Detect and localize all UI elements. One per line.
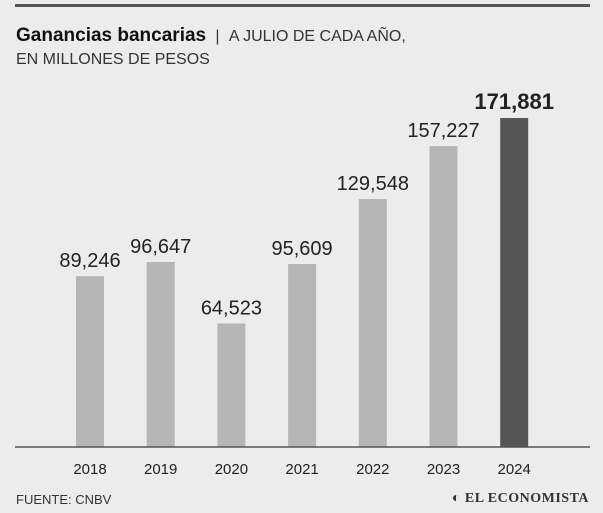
x-tick-label-2019: 2019 bbox=[144, 461, 177, 478]
bar-2021 bbox=[288, 263, 317, 447]
title-separator: | bbox=[215, 28, 220, 45]
x-tick-label-2018: 2018 bbox=[73, 461, 106, 478]
publisher-logo: ◐ EL ECONOMISTA bbox=[451, 491, 589, 506]
x-tick-label-2023: 2023 bbox=[427, 461, 460, 478]
x-tick-label-2020: 2020 bbox=[215, 461, 248, 478]
subtitle-line2: EN MILLONES DE PESOS bbox=[16, 51, 210, 68]
data-label-2024: 171,881 bbox=[474, 89, 554, 114]
chart-title: Ganancias bancarias | A JULIO DE CADA AÑ… bbox=[16, 25, 406, 47]
data-label-2023: 157,227 bbox=[407, 120, 479, 142]
data-label-2022: 129,548 bbox=[337, 173, 409, 195]
bar-2023 bbox=[429, 146, 458, 447]
bar-2020 bbox=[217, 323, 246, 447]
x-tick-label-2022: 2022 bbox=[356, 461, 389, 478]
x-tick-label-2024: 2024 bbox=[498, 461, 531, 478]
bar-2024 bbox=[500, 118, 529, 447]
bar-2022 bbox=[358, 199, 387, 447]
top-rule bbox=[15, 4, 590, 7]
source-note: FUENTE: CNBV bbox=[16, 492, 112, 507]
bar-2018 bbox=[76, 276, 104, 447]
data-label-2020: 64,523 bbox=[201, 297, 262, 319]
data-label-2019: 96,647 bbox=[130, 236, 191, 258]
data-label-2018: 89,246 bbox=[59, 250, 120, 272]
title-main: Ganancias bancarias bbox=[16, 25, 207, 46]
x-tick-label-2021: 2021 bbox=[285, 461, 318, 478]
data-label-2021: 95,609 bbox=[272, 238, 333, 260]
subtitle-line1: A JULIO DE CADA AÑO, bbox=[228, 28, 406, 45]
bar-2019 bbox=[146, 262, 175, 447]
logo-text: EL ECONOMISTA bbox=[464, 491, 589, 506]
